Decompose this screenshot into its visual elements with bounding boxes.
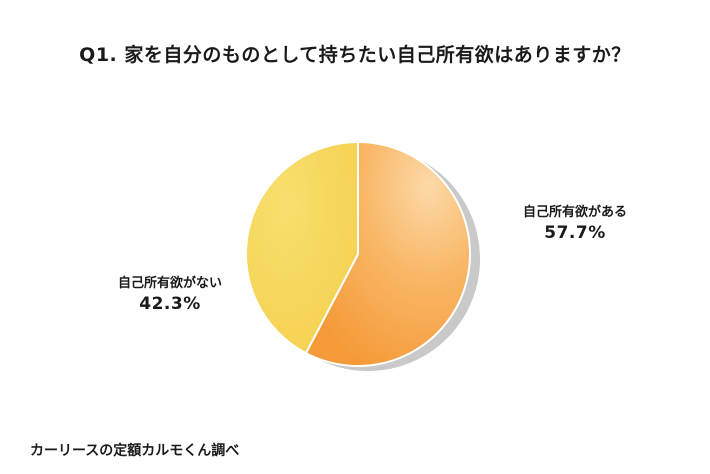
pie-slice-yes xyxy=(304,141,471,367)
pie-slice-no xyxy=(245,141,359,355)
slice-name-no: 自己所有欲がない xyxy=(117,276,222,291)
slice-value-no: 42.3% xyxy=(139,293,201,314)
slice-value-yes: 57.7% xyxy=(544,222,606,243)
slice-label-yes: 自己所有欲がある 57.7% xyxy=(490,205,660,244)
slice-label-no: 自己所有欲がない 42.3% xyxy=(85,276,255,315)
chart-title: Q1. 家を自分のものとして持ちたい自己所有欲はありますか？ xyxy=(79,44,631,66)
source-note: カーリースの定額カルモくん調べ xyxy=(30,443,240,459)
slice-name-yes: 自己所有欲がある xyxy=(522,205,627,220)
